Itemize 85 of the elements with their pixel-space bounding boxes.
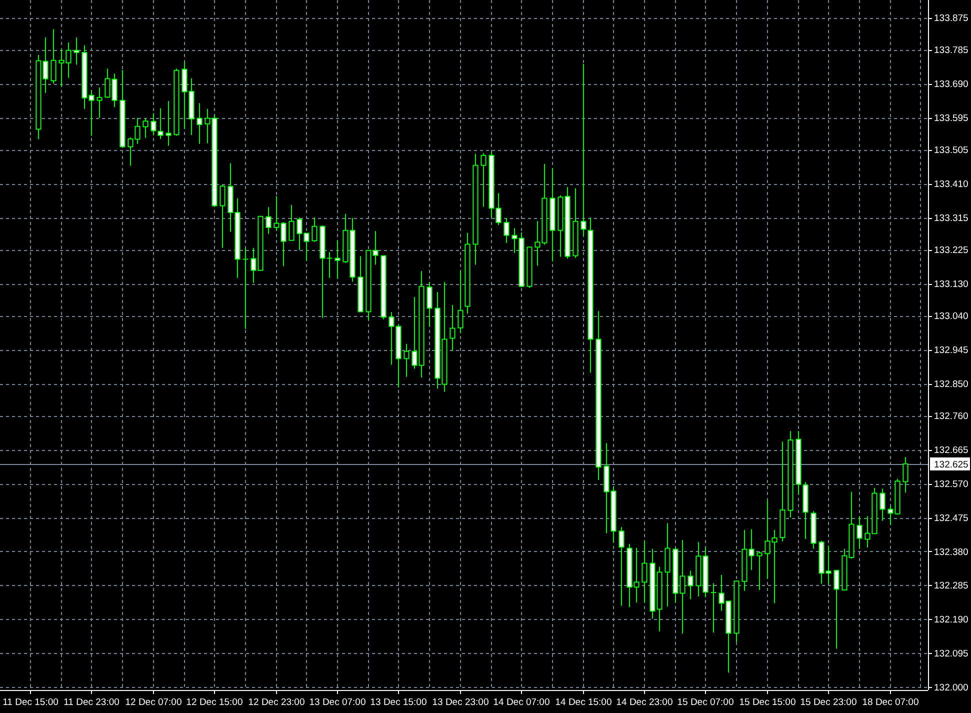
candlestick xyxy=(796,430,802,495)
x-tick-label: 15 Dec 15:00 xyxy=(739,697,796,708)
candlestick xyxy=(196,102,202,144)
candlestick xyxy=(74,37,80,66)
candlestick xyxy=(688,570,694,600)
x-tick-label: 14 Dec 23:00 xyxy=(616,697,673,708)
y-tick-label: 132.000 xyxy=(934,682,968,694)
x-tick-label: 12 Dec 07:00 xyxy=(125,697,182,708)
candlestick xyxy=(902,456,908,493)
x-tick-label: 12 Dec 15:00 xyxy=(186,697,243,708)
x-tick-label: 15 Dec 07:00 xyxy=(677,697,734,708)
candlestick xyxy=(50,28,56,84)
candlestick xyxy=(458,270,464,334)
y-tick-label: 132.945 xyxy=(934,344,968,356)
y-tick-label: 133.410 xyxy=(934,178,968,190)
y-tick-label: 132.665 xyxy=(934,444,968,456)
candlestick xyxy=(810,510,816,550)
y-tick-label: 132.095 xyxy=(934,648,968,660)
y-tick-label: 132.760 xyxy=(934,411,968,422)
x-tick-label: 11 Dec 23:00 xyxy=(64,697,120,708)
candlestick xyxy=(618,526,624,606)
candlestick xyxy=(834,570,840,650)
y-tick-label: 132.850 xyxy=(934,378,968,390)
x-tick-label: 12 Dec 23:00 xyxy=(248,697,305,708)
candlestick xyxy=(710,582,716,633)
x-tick-label: 18 Dec 07:00 xyxy=(862,697,919,708)
y-tick-label: 133.505 xyxy=(934,144,968,156)
candlestick xyxy=(802,482,808,540)
ref-line-label: 132.625 xyxy=(934,459,968,470)
candlestick xyxy=(664,522,670,607)
candlestick xyxy=(312,217,318,242)
y-tick-label: 133.315 xyxy=(934,212,968,224)
x-tick-label: 14 Dec 07:00 xyxy=(493,697,550,708)
y-tick-label: 132.475 xyxy=(934,512,968,524)
candlestick xyxy=(588,217,594,373)
x-tick-label: 14 Dec 15:00 xyxy=(555,697,612,708)
candlestick xyxy=(288,204,294,241)
candlestick xyxy=(380,255,386,320)
candlestick xyxy=(174,68,180,136)
candlestick xyxy=(788,430,794,518)
candlestick xyxy=(734,580,740,643)
x-tick-label: 13 Dec 07:00 xyxy=(309,697,366,708)
candlestick xyxy=(450,304,456,352)
candlestick xyxy=(158,108,164,140)
candlestick xyxy=(142,118,148,138)
candlestick xyxy=(596,310,602,480)
y-tick-label: 132.190 xyxy=(934,614,968,626)
candlestick xyxy=(150,112,156,136)
y-tick-label: 133.595 xyxy=(934,112,968,124)
y-tick-label: 133.875 xyxy=(934,12,968,24)
candlestick xyxy=(404,343,410,378)
candlestick xyxy=(526,246,532,288)
candlestick xyxy=(572,188,578,258)
candlestick xyxy=(96,87,102,118)
candlestick xyxy=(464,232,470,314)
candlestick xyxy=(166,100,172,146)
candlestick xyxy=(856,516,862,550)
x-tick-label: 15 Dec 23:00 xyxy=(800,697,857,708)
candlestick xyxy=(358,256,364,312)
x-tick-label: 13 Dec 23:00 xyxy=(432,697,489,708)
candlestick xyxy=(550,168,556,262)
candlestick xyxy=(426,282,432,327)
candlestick xyxy=(880,488,886,522)
y-tick-label: 133.130 xyxy=(934,278,968,290)
y-tick-label: 133.785 xyxy=(934,44,968,56)
y-tick-label: 133.690 xyxy=(934,78,968,90)
candlestick xyxy=(642,540,648,603)
candlestick xyxy=(472,153,478,266)
candlestick xyxy=(334,240,340,280)
candlestick xyxy=(756,550,762,590)
x-tick-label: 11 Dec 15:00 xyxy=(2,697,58,708)
y-tick-label: 132.570 xyxy=(934,478,968,490)
candlestick xyxy=(580,63,586,236)
candlestick xyxy=(266,206,272,234)
candlestick xyxy=(220,184,226,248)
y-tick-label: 133.040 xyxy=(934,311,968,322)
y-tick-label: 132.380 xyxy=(934,546,968,558)
candlestick xyxy=(480,152,486,208)
y-tick-label: 133.225 xyxy=(934,244,968,256)
x-tick-label: 13 Dec 15:00 xyxy=(370,697,427,708)
candlestick xyxy=(780,441,786,542)
candlestick xyxy=(242,247,248,330)
candlestick xyxy=(504,218,510,244)
candlestick xyxy=(120,70,126,148)
y-tick-label: 132.285 xyxy=(934,580,968,592)
